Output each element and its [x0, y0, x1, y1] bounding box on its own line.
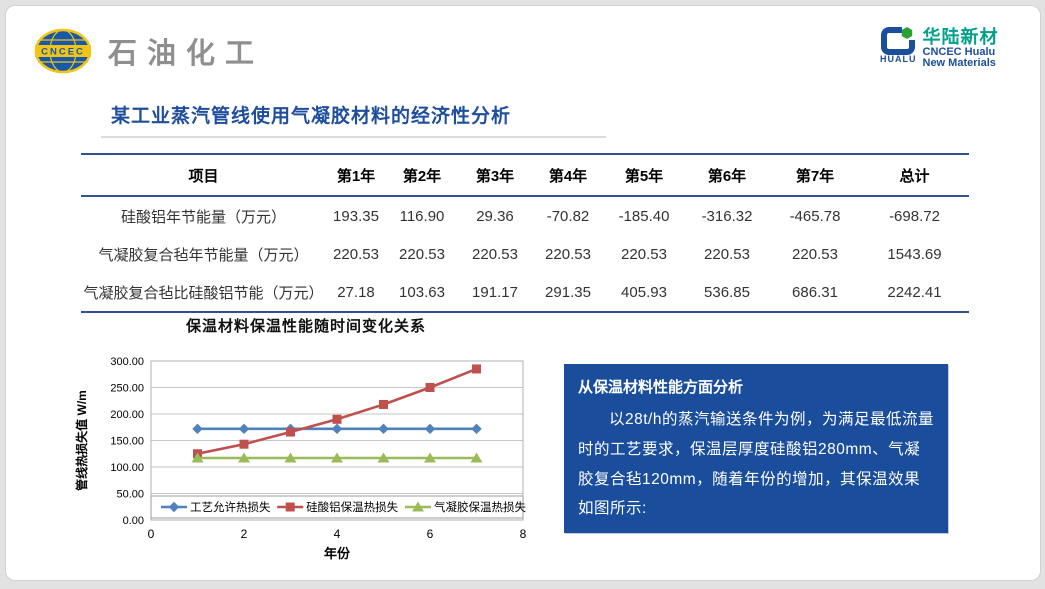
row-label: 气凝胶复合毡年节能量（万元） — [98, 246, 309, 264]
cell: 116.90 — [399, 207, 445, 225]
svg-text:4: 4 — [334, 527, 341, 541]
cell: -185.40 — [618, 207, 670, 225]
cell: 291.35 — [545, 283, 591, 301]
cell: -698.72 — [889, 207, 940, 225]
brand-text: 石油化工 — [108, 36, 265, 70]
cell: 27.18 — [337, 283, 375, 301]
col-header: 第6年 — [684, 154, 770, 197]
col-header: 第1年 — [326, 154, 386, 197]
col-header: 第3年 — [458, 154, 532, 197]
cell: -70.82 — [546, 207, 590, 225]
economics-table: 项目 第1年 第2年 第3年 第4年 第5年 第6年 第7年 总计 硅酸铝年节能… — [81, 153, 969, 313]
cell: 220.53 — [545, 245, 591, 263]
slide: CNCEC 石油化工 HUALU 华陆新材 CNCEC Hualu New Ma… — [5, 5, 1041, 581]
chart-title: 保温材料保温性能随时间变化关系 — [185, 317, 426, 335]
insulation-performance-chart: 保温材料保温性能随时间变化关系 0.00 50.00 100.00 150.00 200… — [66, 311, 546, 579]
cell: 536.85 — [704, 283, 750, 301]
table-header-row: 项目 第1年 第2年 第3年 第4年 第5年 第6年 第7年 总计 — [81, 154, 969, 197]
svg-text:年份: 年份 — [324, 546, 351, 561]
svg-text:2: 2 — [241, 527, 248, 541]
svg-text:工艺允许热损失: 工艺允许热损失 — [190, 500, 271, 514]
col-header: 第7年 — [770, 154, 860, 197]
table-row: 气凝胶复合毡年节能量（万元） 220.53 220.53 220.53 220.… — [81, 235, 969, 273]
svg-text:250.00: 250.00 — [110, 383, 144, 395]
chart-legend: 工艺允许热损失 硅酸铝保温热损失 气凝胶保温热损失 — [150, 495, 526, 519]
svg-text:管线热损失值 W/m: 管线热损失值 W/m — [74, 390, 89, 491]
hualu-icon — [881, 27, 916, 55]
table-row: 硅酸铝年节能量（万元） 193.35 116.90 29.36 -70.82 -… — [81, 196, 969, 235]
row-label: 气凝胶复合毡比硅酸铝节能（万元） — [83, 284, 324, 302]
svg-text:50.00: 50.00 — [116, 489, 144, 501]
cell: 220.53 — [333, 245, 379, 263]
row-label: 硅酸铝年节能量（万元） — [120, 208, 286, 226]
svg-text:0: 0 — [148, 527, 155, 541]
hualu-logo: HUALU 华陆新材 CNCEC Hualu New Materials — [880, 26, 999, 70]
svg-text:6: 6 — [427, 527, 434, 541]
cell: 103.63 — [399, 283, 445, 301]
col-header: 总计 — [860, 154, 969, 197]
cell: 405.93 — [621, 283, 667, 301]
cell: -316.32 — [701, 207, 753, 225]
svg-text:150.00: 150.00 — [110, 436, 144, 448]
cell: 220.53 — [621, 245, 667, 263]
cell: 220.53 — [704, 245, 750, 263]
title-divider — [101, 136, 606, 138]
col-header: 第4年 — [532, 154, 604, 197]
col-header: 第5年 — [604, 154, 684, 197]
cell: 2242.41 — [887, 283, 942, 301]
cell: 220.53 — [399, 245, 445, 263]
svg-text:硅酸铝保温热损失: 硅酸铝保温热损失 — [306, 500, 398, 514]
svg-text:8: 8 — [520, 527, 527, 541]
page-title: 某工业蒸汽管线使用气凝胶材料的经济性分析 — [111, 106, 512, 127]
analysis-box: 从保温材料性能方面分析 以28t/h的蒸汽输送条件为例，为满足最低流量时的工艺要… — [564, 364, 948, 533]
cell: -465.78 — [789, 207, 841, 225]
svg-text:CNCEC: CNCEC — [41, 47, 85, 58]
svg-text:气凝胶保温热损失: 气凝胶保温热损失 — [434, 500, 526, 514]
cell: 191.17 — [472, 283, 518, 301]
cell: 686.31 — [792, 283, 838, 301]
svg-text:100.00: 100.00 — [110, 462, 144, 474]
col-header: 第2年 — [386, 154, 458, 197]
svg-text:200.00: 200.00 — [110, 409, 144, 421]
analysis-heading: 从保温材料性能方面分析 — [578, 379, 744, 396]
hualu-word: HUALU — [880, 54, 917, 64]
svg-text:300.00: 300.00 — [110, 356, 144, 368]
cell: 1543.69 — [887, 245, 942, 263]
hualu-name-cn: 华陆新材 — [922, 27, 999, 47]
cell: 29.36 — [476, 207, 514, 225]
table-row: 气凝胶复合毡比硅酸铝节能（万元） 27.18 103.63 191.17 291… — [81, 273, 969, 312]
analysis-body: 以28t/h的蒸汽输送条件为例，为满足最低流量时的工艺要求，保温层厚度硅酸铝28… — [578, 411, 934, 518]
cell: 193.35 — [333, 207, 379, 225]
hualu-name-en1: CNCEC Hualu — [922, 45, 996, 58]
cell: 220.53 — [792, 245, 838, 263]
svg-text:0.00: 0.00 — [123, 515, 144, 527]
hualu-name-en2: New Materials — [922, 57, 996, 70]
cncec-globe-icon: CNCEC — [34, 28, 92, 74]
cell: 220.53 — [472, 245, 518, 263]
col-header: 项目 — [81, 154, 326, 197]
cncec-logo: CNCEC 石油化工 — [34, 28, 264, 74]
chart-canvas: 0.00 50.00 100.00 150.00 200.00 250.00 300.00 0… — [74, 356, 527, 561]
